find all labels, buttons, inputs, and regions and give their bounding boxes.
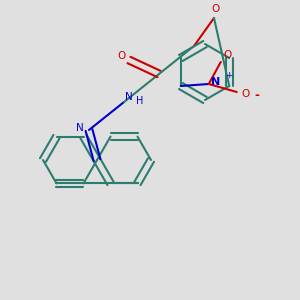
Text: -: - xyxy=(254,88,259,101)
Text: N: N xyxy=(125,92,133,102)
Text: +: + xyxy=(225,71,232,80)
Text: H: H xyxy=(136,96,144,106)
Text: N: N xyxy=(211,77,220,87)
Text: O: O xyxy=(117,51,125,61)
Text: O: O xyxy=(211,4,219,14)
Text: O: O xyxy=(224,50,232,60)
Text: N: N xyxy=(76,123,84,133)
Text: O: O xyxy=(242,89,250,99)
